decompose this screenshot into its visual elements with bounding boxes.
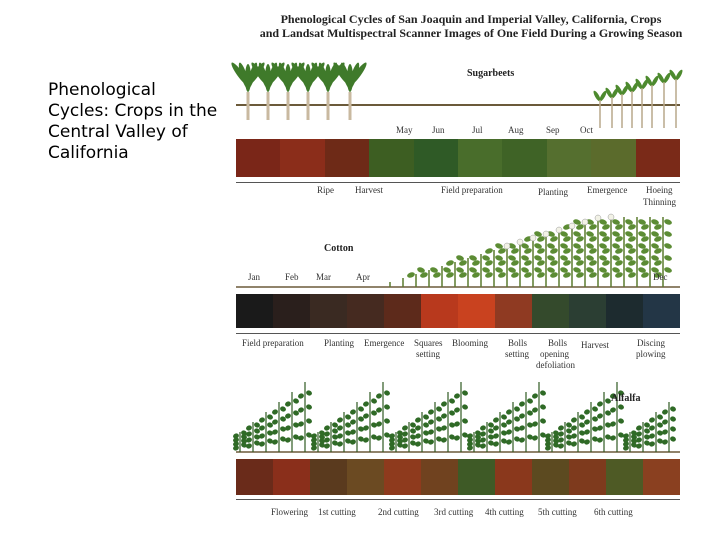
cotton-label: Cotton (324, 243, 354, 254)
cotton-stage: Harvest (581, 340, 609, 350)
sugarbeets-stage: Thinning (643, 197, 676, 207)
caption-bold: Phenological Cycles (48, 80, 156, 121)
alfalfa-image-strip (236, 459, 680, 495)
figure-title: Phenological Cycles of San Joaquin and I… (236, 12, 706, 40)
strip-segment (569, 294, 606, 328)
caption-rest: : Crops in the Central Valley of Califor… (48, 101, 218, 163)
strip-segment (458, 294, 495, 328)
cotton-stage: defoliation (536, 360, 575, 370)
strip-segment (495, 294, 532, 328)
strip-segment (273, 294, 310, 328)
alfalfa-stage: 5th cutting (538, 507, 577, 517)
strip-segment (369, 139, 414, 177)
sugarbeets-divider (236, 182, 680, 183)
sugarbeets-month: Jul (472, 125, 483, 135)
strip-segment (384, 459, 421, 495)
cotton-image-strip (236, 294, 680, 328)
sugarbeets-stage: Harvest (355, 185, 383, 195)
sugarbeets-month: Jun (432, 125, 445, 135)
strip-segment (458, 139, 503, 177)
strip-segment (280, 139, 325, 177)
alfalfa-label: Alfalfa (611, 393, 641, 404)
strip-segment (532, 294, 569, 328)
sugarbeets-stage: Field preparation (441, 185, 503, 195)
cotton-stage: Planting (324, 338, 355, 348)
strip-segment (502, 139, 547, 177)
cotton-month: Apr (356, 272, 370, 282)
sugarbeets-stage: Hoeing (646, 185, 673, 195)
sugarbeets-image-strip (236, 139, 681, 177)
strip-segment (569, 459, 606, 495)
strip-segment (532, 459, 569, 495)
alfalfa-stage: Flowering (271, 507, 308, 517)
strip-segment (413, 139, 459, 177)
strip-segment (236, 139, 281, 177)
sugarbeets-month: Aug (508, 125, 524, 135)
cotton-stage: Discing (637, 338, 665, 348)
cotton-month: Dec (653, 272, 668, 282)
cotton-month: Jan (248, 272, 260, 282)
cotton-stage: Bolls (548, 338, 568, 348)
cotton-stage: Blooming (452, 338, 489, 348)
strip-segment (495, 459, 532, 495)
strip-segment (236, 294, 273, 328)
alfalfa-stage: 4th cutting (485, 507, 524, 517)
strip-segment (546, 139, 592, 177)
sugarbeets-month: Oct (580, 125, 593, 135)
sugarbeets-stage: Emergence (587, 185, 628, 195)
strip-segment (458, 459, 495, 495)
alfalfa-stage: 3rd cutting (434, 507, 474, 517)
strip-segment (421, 459, 458, 495)
cotton-stage: plowing (636, 349, 666, 359)
strip-segment (236, 459, 273, 495)
strip-segment (591, 139, 636, 177)
cotton-stage: Field preparation (242, 338, 304, 348)
sugarbeets-stage: Ripe (317, 185, 334, 195)
figure-title-line2: and Landsat Multispectral Scanner Images… (259, 26, 683, 40)
cotton-stage: Emergence (364, 338, 405, 348)
slide-caption: Phenological Cycles: Crops in the Centra… (48, 80, 218, 164)
strip-segment (310, 294, 347, 328)
cotton-month: Mar (316, 272, 331, 282)
strip-segment (643, 459, 680, 495)
cotton-stage: setting (505, 349, 529, 359)
sugarbeets-label: Sugarbeets (467, 68, 515, 79)
alfalfa-divider (236, 499, 680, 500)
cotton-stage: opening (540, 349, 569, 359)
strip-segment (347, 294, 384, 328)
strip-segment (310, 459, 347, 495)
strip-segment (384, 294, 421, 328)
strip-segment (273, 459, 310, 495)
strip-segment (635, 139, 681, 177)
cotton-stage: setting (416, 349, 440, 359)
strip-segment (421, 294, 458, 328)
alfalfa-stage: 2nd cutting (378, 507, 419, 517)
cotton-stage: Bolls (508, 338, 528, 348)
alfalfa-stage: 1st cutting (318, 507, 356, 517)
sugarbeets-month: Sep (546, 125, 560, 135)
cotton-stage: Squares (414, 338, 443, 348)
cotton-month: Feb (285, 272, 299, 282)
strip-segment (606, 459, 643, 495)
cotton-divider (236, 333, 680, 334)
strip-segment (643, 294, 680, 328)
alfalfa-stage: 6th cutting (594, 507, 633, 517)
strip-segment (606, 294, 643, 328)
strip-segment (347, 459, 384, 495)
strip-segment (324, 139, 370, 177)
sugarbeets-month: May (396, 125, 413, 135)
figure-title-line1: Phenological Cycles of San Joaquin and I… (280, 12, 662, 26)
sugarbeets-stage: Planting (538, 187, 569, 197)
